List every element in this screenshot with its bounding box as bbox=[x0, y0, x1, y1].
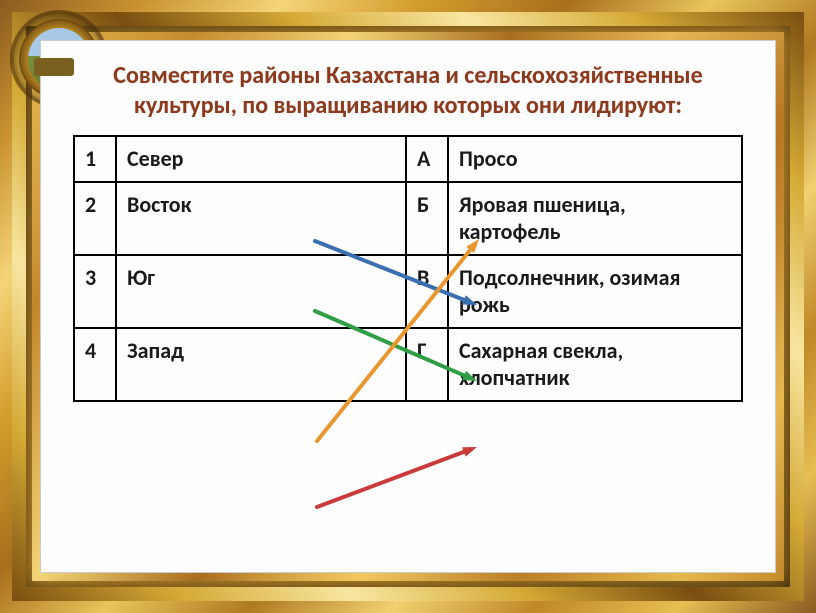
table-row: 1 Север А Просо bbox=[74, 136, 742, 182]
cell-letter: Б bbox=[406, 182, 448, 255]
cell-num: 3 bbox=[74, 255, 116, 328]
cell-num: 1 bbox=[74, 136, 116, 182]
table-row: 4 Запад Г Сахарная свекла, хлопчатник bbox=[74, 328, 742, 401]
leaf-texture: Совместите районы Казахстана и сельскохо… bbox=[32, 32, 784, 581]
cell-num: 2 bbox=[74, 182, 116, 255]
cell-num: 4 bbox=[74, 328, 116, 401]
gold-border: Совместите районы Казахстана и сельскохо… bbox=[12, 12, 804, 601]
table-row: 3 Юг В Подсолнечник, озимая рожь bbox=[74, 255, 742, 328]
cell-crop: Яровая пшеница, картофель bbox=[448, 182, 742, 255]
cell-letter: А bbox=[406, 136, 448, 182]
cell-crop: Просо bbox=[448, 136, 742, 182]
cell-region: Север bbox=[116, 136, 406, 182]
cell-letter: Г bbox=[406, 328, 448, 401]
cell-region: Запад bbox=[116, 328, 406, 401]
cell-letter: В bbox=[406, 255, 448, 328]
cell-crop: Сахарная свекла, хлопчатник bbox=[448, 328, 742, 401]
table-row: 2 Восток Б Яровая пшеница, картофель bbox=[74, 182, 742, 255]
slide-frame: Совместите районы Казахстана и сельскохо… bbox=[0, 0, 816, 613]
content-area: Совместите районы Казахстана и сельскохо… bbox=[40, 40, 776, 573]
cell-region: Юг bbox=[116, 255, 406, 328]
match-table: 1 Север А Просо 2 Восток Б Яровая пшениц… bbox=[73, 135, 743, 402]
cell-crop: Подсолнечник, озимая рожь bbox=[448, 255, 742, 328]
page-title: Совместите районы Казахстана и сельскохо… bbox=[73, 61, 743, 121]
cell-region: Восток bbox=[116, 182, 406, 255]
